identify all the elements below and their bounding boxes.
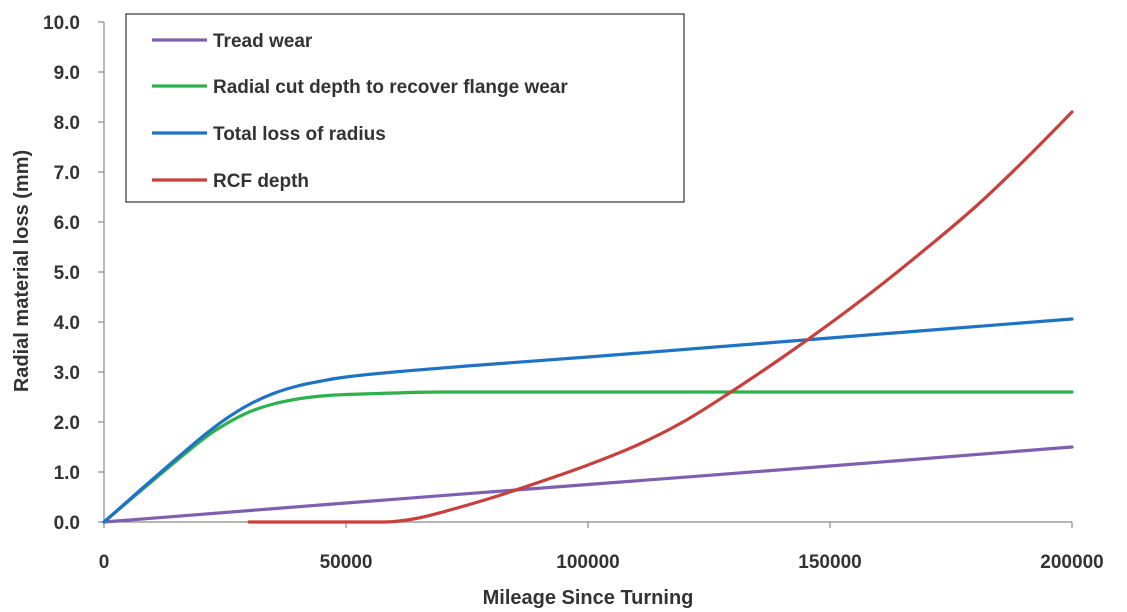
series-line-total-loss-of-radius: [102, 317, 1074, 524]
series-line-tread-wear: [102, 445, 1074, 524]
x-axis-label: Mileage Since Turning: [483, 587, 694, 609]
y-tick-label: 3.0: [54, 363, 80, 384]
legend: Tread wear Radial cut depth to recover fl…: [125, 13, 685, 203]
y-tick-label: 1.0: [54, 463, 80, 484]
y-tick-label: 2.0: [54, 413, 80, 434]
y-axis-label: Radial material loss (mm): [11, 150, 33, 392]
y-tick-label: 0.0: [54, 513, 80, 534]
y-tick-label: 7.0: [54, 163, 80, 184]
y-tick-label: 10.0: [43, 13, 80, 34]
y-axis-ticks: 0.0 1.0 2.0 3.0 4.0 5.0 6.0 7.0 8.0 9.0 10.0: [43, 13, 104, 534]
legend-label: Radial cut depth to recover flange wear: [213, 77, 568, 98]
x-tick-label: 100000: [556, 552, 619, 573]
y-tick-label: 8.0: [54, 113, 80, 134]
y-tick-label: 9.0: [54, 63, 80, 84]
legend-box: [125, 13, 685, 203]
x-tick-label: 200000: [1040, 552, 1103, 573]
legend-label: Tread wear: [213, 31, 313, 52]
y-tick-label: 4.0: [54, 313, 80, 334]
legend-label: Total loss of radius: [213, 124, 386, 145]
y-tick-label: 5.0: [54, 263, 80, 284]
legend-label: RCF depth: [213, 171, 309, 192]
x-tick-label: 150000: [798, 552, 861, 573]
x-tick-label: 0: [99, 552, 110, 573]
x-axis-ticks: 0 50000 100000 150000 200000: [99, 522, 1104, 573]
y-tick-label: 6.0: [54, 213, 80, 234]
x-tick-label: 50000: [320, 552, 373, 573]
series-line-rcf-depth: [247, 110, 1074, 524]
series-lines: [102, 110, 1074, 524]
